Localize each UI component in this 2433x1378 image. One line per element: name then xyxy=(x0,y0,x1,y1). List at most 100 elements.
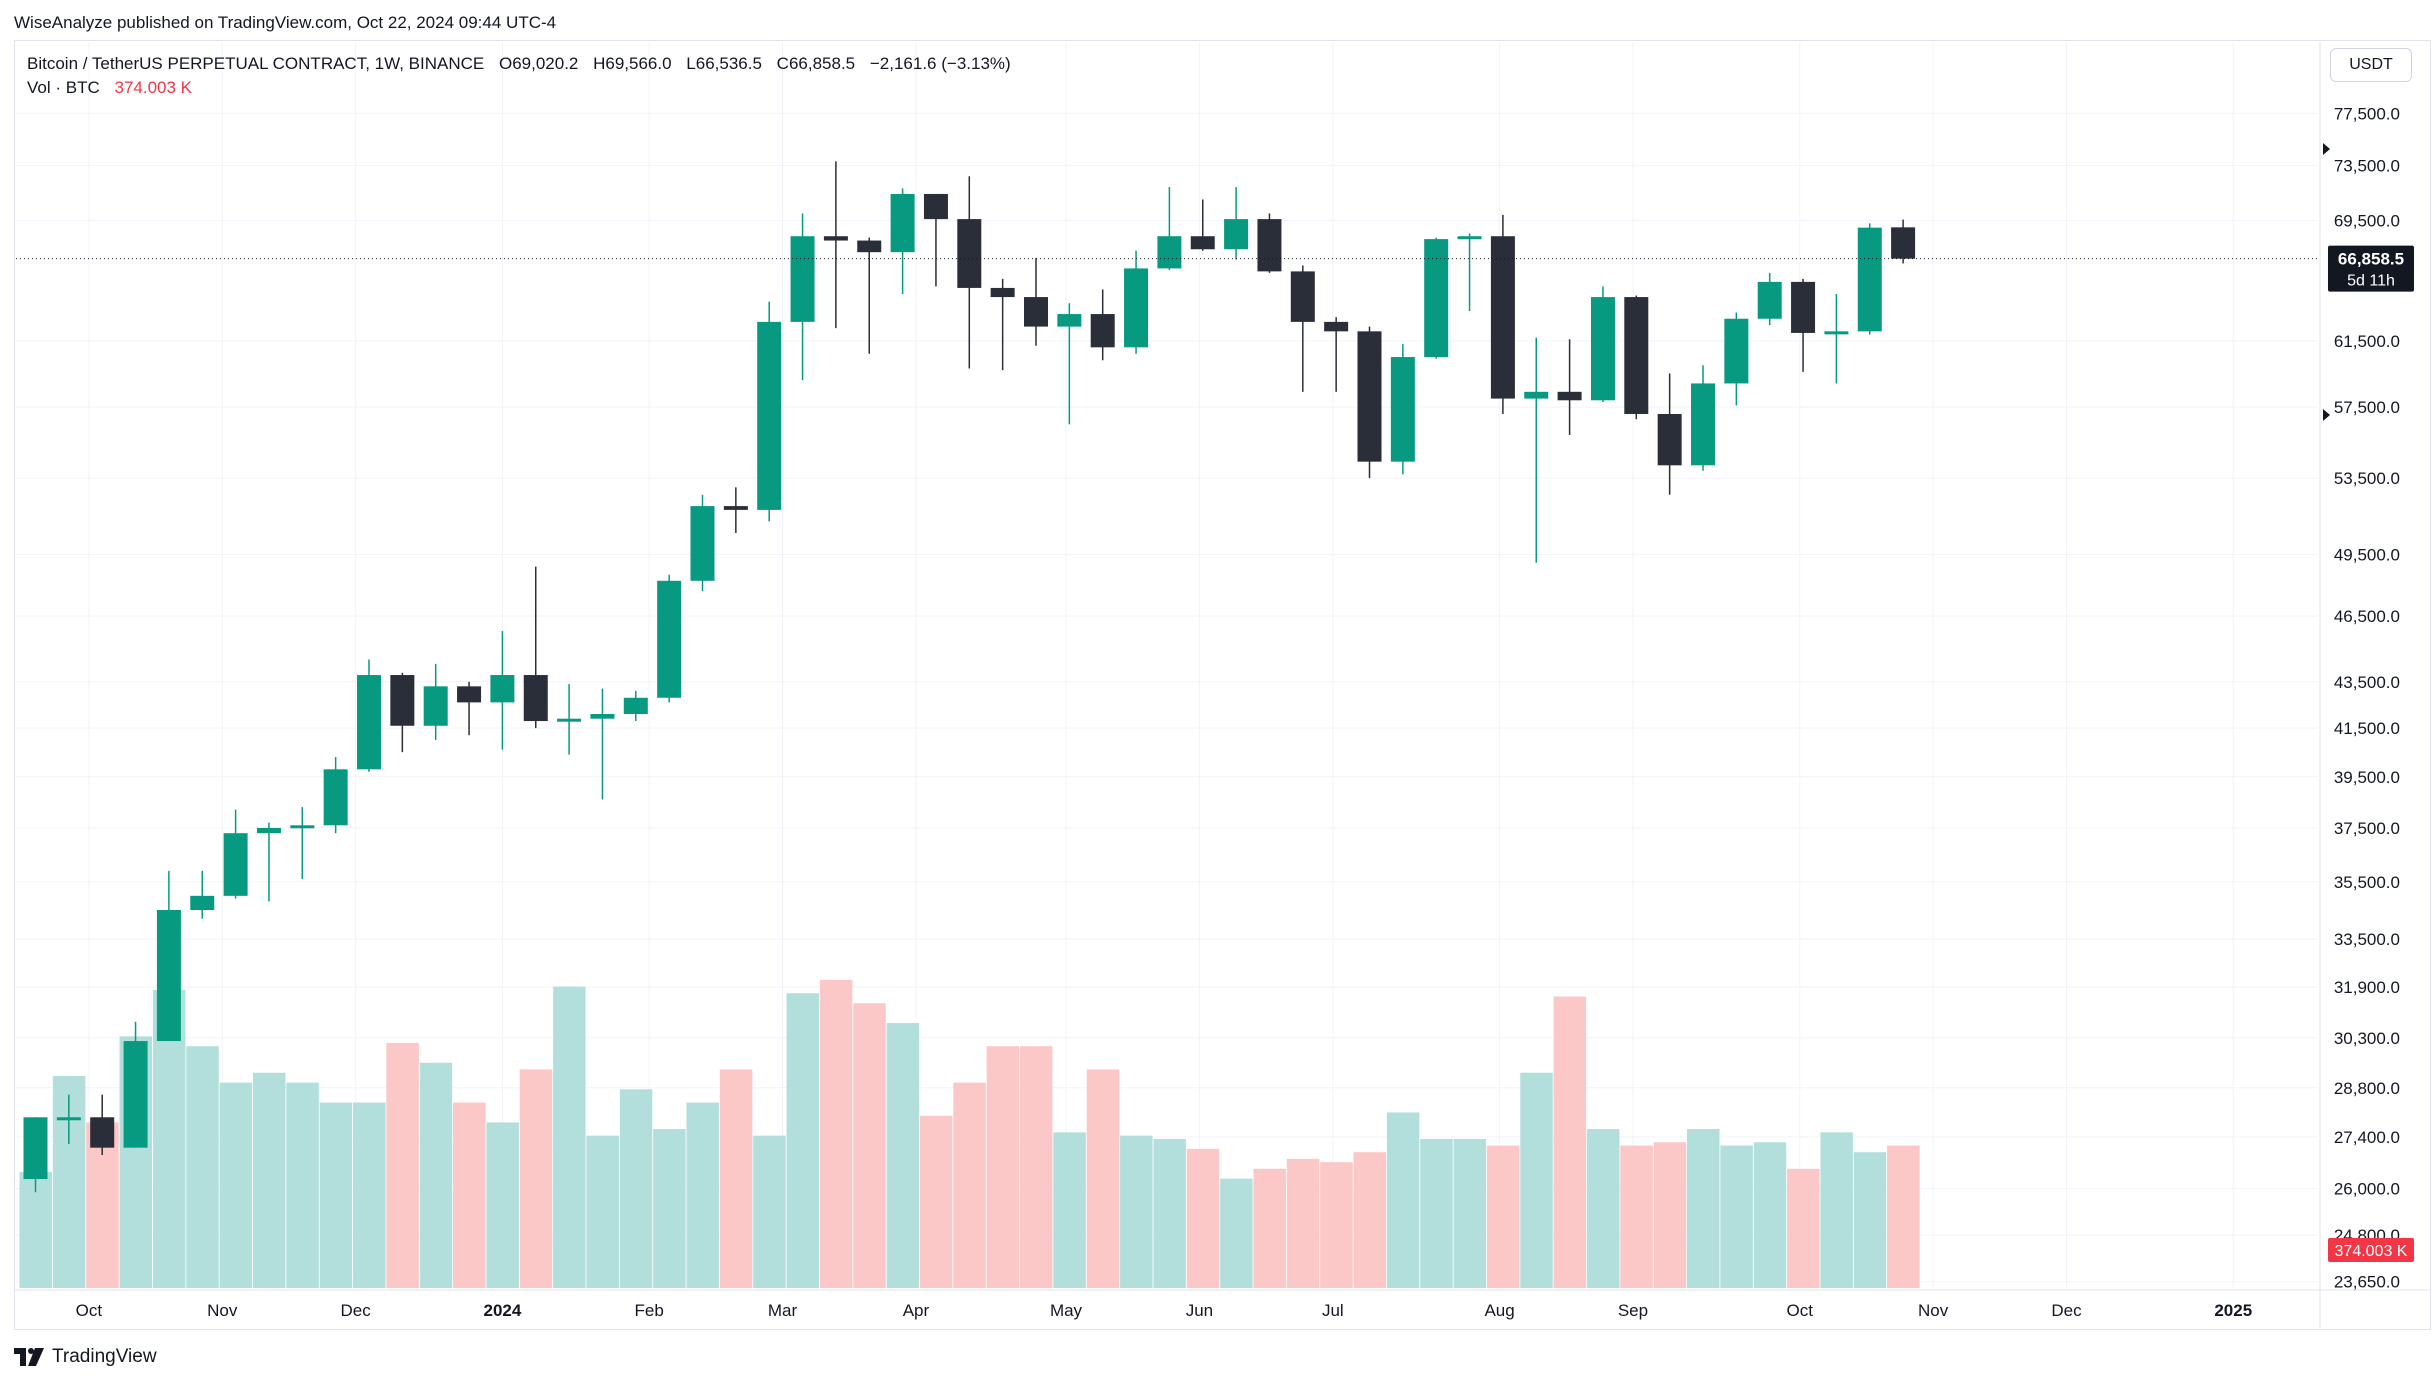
x-tick-label: 2025 xyxy=(2214,1301,2252,1320)
volume-value: 374.003 K xyxy=(114,78,192,97)
volume-bar xyxy=(286,1082,319,1288)
candle xyxy=(757,301,782,522)
candle-body xyxy=(1324,321,1349,332)
time-axis: Oct Nov Dec 2024 Feb Mar Apr May Jun Jul Aug Sep Oct… xyxy=(76,1301,2253,1320)
y-tick-label: 69,500.0 xyxy=(2334,212,2400,231)
candle xyxy=(357,659,381,772)
volume-bar xyxy=(719,1069,753,1288)
candle xyxy=(723,487,748,533)
candle-body xyxy=(923,193,948,220)
price-axis: 77,500.0 73,500.0 69,500.0 61,500.0 57,500.0… xyxy=(2334,104,2400,1291)
candle xyxy=(923,193,948,287)
candle xyxy=(1691,365,1715,471)
volume-bar xyxy=(886,1023,920,1288)
candle xyxy=(1290,265,1315,392)
candle xyxy=(1157,187,1182,270)
candle-body xyxy=(1124,268,1149,348)
x-tick-label: 2024 xyxy=(483,1301,521,1320)
y-tick-label: 37,500.0 xyxy=(2334,819,2400,838)
volume-badge-label: 374.003 K xyxy=(2335,1243,2408,1260)
candle-body xyxy=(1257,219,1282,272)
volume-label[interactable]: Vol · BTC xyxy=(27,78,100,97)
candle xyxy=(1224,187,1249,260)
volume-bar xyxy=(686,1102,719,1288)
candle-body xyxy=(1057,314,1082,327)
y-tick-label: 35,500.0 xyxy=(2334,873,2400,892)
candle xyxy=(1057,303,1082,425)
candle xyxy=(623,690,648,722)
y-tick-label: 30,300.0 xyxy=(2334,1029,2400,1048)
x-tick-label: Oct xyxy=(1786,1301,1813,1320)
y-tick-label: 53,500.0 xyxy=(2334,469,2400,488)
countdown-label: 5d 11h xyxy=(2347,273,2395,290)
y-tick-label: 61,500.0 xyxy=(2334,332,2400,351)
candle-body xyxy=(1490,236,1515,399)
volume-bar xyxy=(619,1089,653,1288)
candle-body xyxy=(357,675,381,770)
volume-bar xyxy=(1720,1145,1753,1288)
candle xyxy=(390,672,415,753)
candle xyxy=(457,681,482,736)
y-tick-label: 77,500.0 xyxy=(2334,104,2400,123)
symbol-row: Bitcoin / TetherUS PERPETUAL CONTRACT, 1… xyxy=(27,52,1021,76)
candle-body xyxy=(1390,357,1415,462)
candle-body xyxy=(156,910,181,1042)
volume-bar xyxy=(1286,1158,1320,1288)
candle xyxy=(1724,312,1749,406)
candle-body xyxy=(290,825,315,829)
candle-body xyxy=(823,236,848,241)
volume-bar xyxy=(1253,1168,1286,1288)
candle xyxy=(1124,250,1149,354)
volume-bar xyxy=(353,1102,386,1288)
candle-body xyxy=(1190,236,1215,250)
candle xyxy=(990,278,1015,371)
volume-bar xyxy=(1053,1132,1086,1288)
ohlc-change: −2,161.6 (−3.13%) xyxy=(869,54,1011,73)
volume-bar xyxy=(1687,1129,1720,1288)
candle xyxy=(1791,278,1816,372)
volume-bar xyxy=(1653,1142,1687,1288)
symbol-title[interactable]: Bitcoin / TetherUS PERPETUAL CONTRACT, 1… xyxy=(27,54,485,73)
y-tick-label: 41,500.0 xyxy=(2334,719,2400,738)
volume-bar xyxy=(986,1046,1020,1288)
candle-body xyxy=(1090,314,1115,348)
y-tick-label: 23,650.0 xyxy=(2334,1273,2400,1292)
volume-bar xyxy=(252,1072,286,1288)
candle xyxy=(1490,214,1515,414)
x-tick-label: May xyxy=(1050,1301,1083,1320)
candle-body xyxy=(1824,331,1849,335)
candle-body xyxy=(123,1041,148,1148)
currency-button[interactable]: USDT xyxy=(2330,48,2412,82)
volume-bar xyxy=(453,1102,486,1288)
candle xyxy=(1324,317,1349,392)
volume-bar xyxy=(386,1042,419,1288)
candle-body xyxy=(323,769,348,826)
alert-marker-icon xyxy=(2323,143,2330,155)
candle xyxy=(90,1094,115,1155)
candle-body xyxy=(790,236,815,322)
candle-body xyxy=(1290,271,1315,322)
candle-body xyxy=(390,675,415,726)
y-tick-label: 31,900.0 xyxy=(2334,978,2400,997)
candle-body xyxy=(1557,391,1582,401)
candle-body xyxy=(857,240,882,253)
candle xyxy=(823,161,848,329)
volume-bar xyxy=(1586,1129,1620,1288)
volume-bar xyxy=(1386,1112,1420,1288)
candle xyxy=(1557,339,1582,435)
candle xyxy=(1090,289,1115,361)
x-tick-label: Sep xyxy=(1618,1301,1648,1320)
candle-body xyxy=(523,675,548,722)
volume-bar xyxy=(1453,1138,1487,1288)
volume-bar xyxy=(653,1129,686,1288)
candle-body xyxy=(890,193,915,253)
candle-body xyxy=(1457,236,1482,240)
candle xyxy=(190,870,215,919)
volume-bar xyxy=(786,993,820,1288)
chart-legend: Bitcoin / TetherUS PERPETUAL CONTRACT, 1… xyxy=(27,52,1021,100)
candle-body xyxy=(1357,331,1382,462)
candle xyxy=(290,807,315,880)
volume-bar xyxy=(753,1135,786,1288)
footer-brand[interactable]: TradingView xyxy=(14,1342,157,1372)
